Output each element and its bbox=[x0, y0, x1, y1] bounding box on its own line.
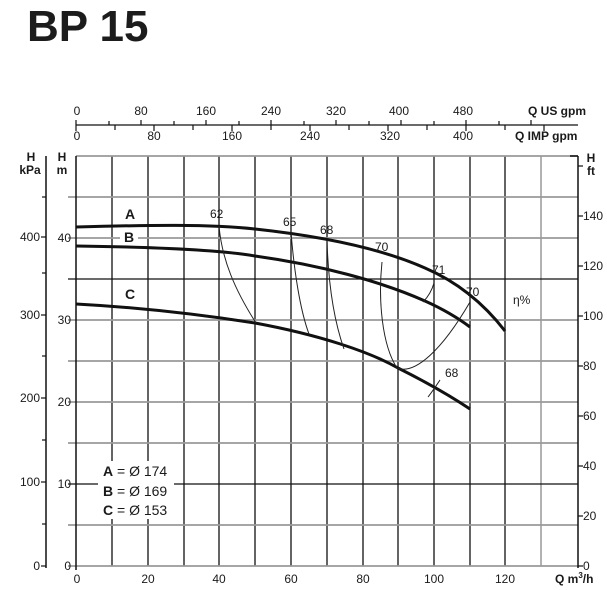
m-axis-label-h: H bbox=[58, 150, 67, 164]
m-tick-label: 30 bbox=[58, 313, 72, 327]
imp-gpm-axis-label: Q IMP gpm bbox=[515, 129, 577, 143]
kpa-tick-label: 400 bbox=[20, 230, 40, 244]
m-tick-label: 20 bbox=[58, 395, 72, 409]
curve-label-c: C bbox=[125, 286, 135, 302]
ft-tick-label: 60 bbox=[583, 409, 597, 423]
kpa-ticks bbox=[41, 196, 46, 567]
m-tick-label: 10 bbox=[58, 477, 72, 491]
m-axis-label-unit: m bbox=[57, 163, 68, 177]
x-axis-label: Q m3/h bbox=[555, 571, 593, 586]
efficiency-label: 71 bbox=[432, 263, 446, 277]
us-gpm-tick-label: 320 bbox=[326, 104, 346, 118]
label-b-mask bbox=[120, 229, 138, 243]
kpa-axis-label-unit: kPa bbox=[19, 163, 41, 177]
us-gpm-tick-label: 160 bbox=[196, 104, 216, 118]
kpa-tick-label: 100 bbox=[20, 475, 40, 489]
imp-gpm-tick-label: 80 bbox=[147, 129, 161, 143]
chart-title: BP 15 bbox=[27, 2, 149, 51]
legend-background bbox=[98, 461, 174, 519]
imp-gpm-tick-label: 320 bbox=[380, 129, 400, 143]
ft-tick-label: 20 bbox=[583, 509, 597, 523]
imp-gpm-tick-label: 160 bbox=[222, 129, 242, 143]
us-gpm-tick-label: 480 bbox=[453, 104, 473, 118]
legend: A = Ø 174 B = Ø 169 C = Ø 153 bbox=[103, 463, 167, 518]
ft-tick-label: 80 bbox=[583, 359, 597, 373]
ft-tick-label: 40 bbox=[583, 459, 597, 473]
efficiency-label: 70 bbox=[375, 240, 389, 254]
m-tick-label: 40 bbox=[58, 231, 72, 245]
x-tick-label: 20 bbox=[141, 572, 155, 586]
us-gpm-tick-label: 400 bbox=[389, 104, 409, 118]
ft-tick-label: 140 bbox=[583, 209, 603, 223]
ft-tick-label: 120 bbox=[583, 259, 603, 273]
efficiency-label: 68 bbox=[445, 366, 459, 380]
efficiency-label: 70 bbox=[466, 285, 480, 299]
ft-axis-label-unit: ft bbox=[587, 164, 595, 178]
ft-tick-label: 0 bbox=[583, 559, 590, 573]
imp-gpm-tick-label: 400 bbox=[453, 129, 473, 143]
ft-tick-label: 100 bbox=[583, 309, 603, 323]
efficiency-label: 68 bbox=[320, 223, 334, 237]
x-tick-label: 80 bbox=[356, 572, 370, 586]
kpa-tick-label: 300 bbox=[20, 308, 40, 322]
us-gpm-tick-label: 0 bbox=[74, 104, 81, 118]
pump-curves bbox=[75, 223, 507, 411]
ft-ticks bbox=[578, 165, 583, 567]
m-tick-label: 0 bbox=[64, 559, 71, 573]
x-tick-label: 60 bbox=[284, 572, 298, 586]
us-gpm-tick-label: 80 bbox=[134, 104, 148, 118]
efficiency-label: 65 bbox=[283, 215, 297, 229]
legend-item-c: C = Ø 153 bbox=[103, 502, 167, 518]
x-tick-label: 40 bbox=[212, 572, 226, 586]
curve-a bbox=[75, 223, 507, 332]
ft-axis-label-h: H bbox=[587, 151, 596, 165]
us-gpm-ticks bbox=[75, 120, 532, 125]
x-tick-label: 100 bbox=[424, 572, 444, 586]
us-gpm-tick-label: 240 bbox=[261, 104, 281, 118]
curve-label-b: B bbox=[124, 229, 134, 245]
efficiency-contours bbox=[218, 225, 471, 398]
legend-item-b: B = Ø 169 bbox=[103, 483, 167, 499]
imp-gpm-ticks bbox=[75, 125, 545, 131]
legend-item-a: A = Ø 174 bbox=[103, 463, 167, 479]
kpa-axis-label-h: H bbox=[27, 150, 36, 164]
curve-label-a: A bbox=[125, 206, 135, 222]
x-tick-label: 120 bbox=[495, 572, 515, 586]
imp-gpm-tick-label: 0 bbox=[74, 129, 81, 143]
kpa-tick-label: 200 bbox=[20, 391, 40, 405]
horizontal-grid bbox=[68, 155, 578, 567]
imp-gpm-tick-label: 240 bbox=[300, 129, 320, 143]
curve-c bbox=[75, 302, 471, 411]
efficiency-axis-label: η% bbox=[513, 293, 531, 307]
x-tick-label: 0 bbox=[74, 572, 81, 586]
us-gpm-axis-label: Q US gpm bbox=[528, 104, 586, 118]
kpa-tick-label: 0 bbox=[33, 559, 40, 573]
efficiency-label: 62 bbox=[210, 207, 224, 221]
curve-b bbox=[75, 244, 471, 329]
